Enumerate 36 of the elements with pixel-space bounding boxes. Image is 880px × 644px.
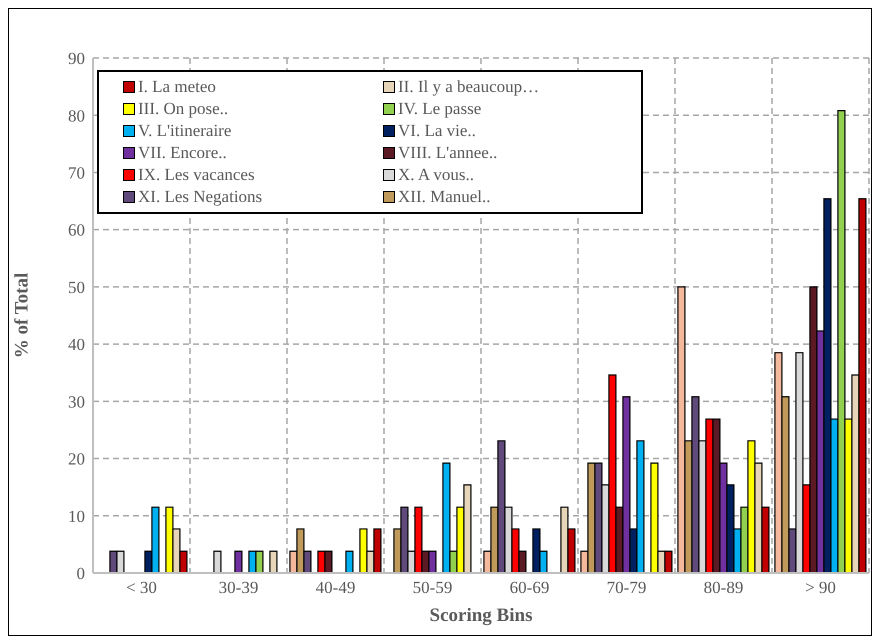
- legend-label: IX. Les vacances: [138, 164, 255, 186]
- x-tick-label: 50-59: [412, 578, 452, 598]
- legend-label: V. L'itineraire: [138, 120, 232, 142]
- x-tick-label: 30-39: [218, 578, 258, 598]
- x-axis-title: Scoring Bins: [430, 605, 532, 626]
- y-axis-title: % of Total: [12, 272, 33, 358]
- x-tick-label: 80-89: [704, 578, 744, 598]
- legend-label: III. On pose..: [138, 98, 228, 120]
- bar: [345, 550, 354, 573]
- legend-label: VII. Encore..: [138, 142, 227, 164]
- y-tick-label: 0: [76, 564, 85, 584]
- legend-label: XI. Les Negations: [138, 186, 262, 208]
- y-tick-label: 10: [68, 506, 85, 526]
- bar: [213, 550, 222, 573]
- x-tick-label: < 30: [126, 578, 157, 598]
- y-tick-label: 80: [68, 106, 85, 126]
- y-tick-label: 50: [68, 278, 85, 297]
- y-tick-label: 30: [68, 392, 85, 412]
- x-tick-label: 60-69: [510, 578, 550, 598]
- legend-label: II. Il y a beaucoup…: [398, 76, 540, 98]
- legend-label: X. A vous..: [398, 164, 474, 186]
- bar: [269, 550, 278, 573]
- y-tick-label: 40: [68, 335, 85, 354]
- bar: [234, 550, 243, 573]
- x-tick-label: 70-79: [606, 578, 646, 598]
- legend-label: XII. Manuel..: [398, 186, 491, 208]
- y-tick-label: 20: [68, 450, 85, 469]
- x-tick-label: 40-49: [316, 578, 356, 598]
- legend-label: VI. La vie..: [398, 120, 476, 142]
- y-tick-label: 60: [68, 220, 85, 240]
- legend-label: IV. Le passe: [398, 98, 482, 120]
- y-tick-label: 90: [68, 49, 85, 68]
- x-tick-label: > 90: [805, 578, 836, 598]
- legend-label: VIII. L'annee..: [398, 142, 498, 164]
- legend-label: I. La meteo: [138, 76, 216, 98]
- y-tick-label: 70: [68, 163, 85, 182]
